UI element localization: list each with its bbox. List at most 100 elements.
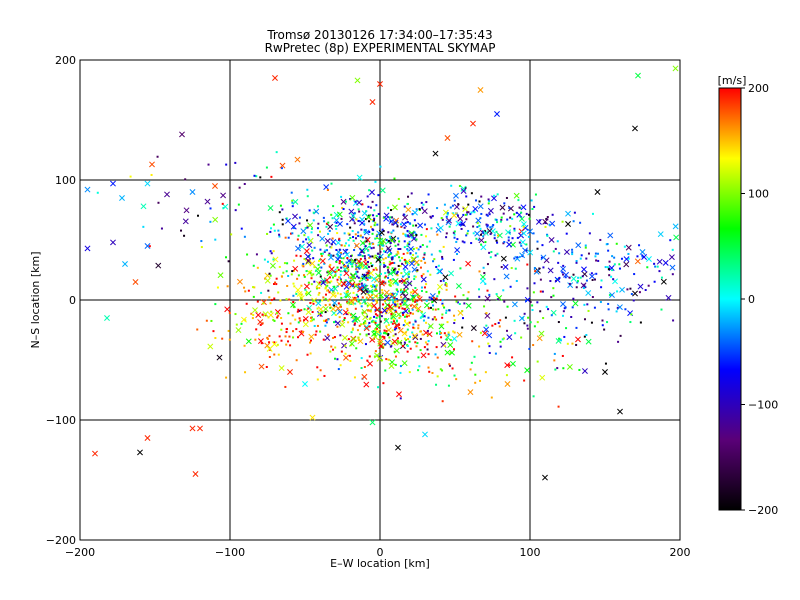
scatter-dot	[394, 325, 397, 328]
scatter-dot	[356, 329, 359, 332]
scatter-dot	[375, 204, 378, 207]
scatter-dot	[243, 235, 246, 238]
scatter-dot	[441, 316, 444, 319]
scatter-dot	[335, 221, 338, 224]
scatter-dot	[278, 233, 281, 236]
scatter-dot	[575, 261, 578, 264]
scatter-cross	[207, 343, 214, 350]
scatter-dot	[541, 244, 544, 247]
scatter-dot	[579, 276, 582, 279]
scatter-cross	[309, 414, 316, 421]
scatter-dot	[486, 224, 489, 227]
scatter-dot	[464, 213, 467, 216]
scatter-dot	[411, 308, 414, 311]
scatter-dot	[345, 313, 348, 316]
scatter-cross	[475, 217, 482, 224]
scatter-dot	[227, 329, 230, 332]
scatter-dot	[216, 286, 219, 289]
scatter-dot	[428, 240, 431, 243]
scatter-dot	[541, 290, 544, 293]
scatter-cross	[319, 235, 326, 242]
scatter-cross	[565, 210, 571, 217]
scatter-dot	[636, 255, 639, 258]
scatter-dot	[526, 287, 529, 290]
scatter-dot	[557, 261, 560, 264]
scatter-dot	[412, 300, 415, 303]
scatter-dot	[615, 310, 618, 313]
scatter-dot	[391, 267, 394, 270]
scatter-dot	[184, 178, 187, 181]
scatter-cross	[668, 254, 675, 261]
scatter-dot	[330, 213, 333, 216]
scatter-dot	[422, 203, 425, 206]
scatter-dot	[379, 165, 382, 168]
scatter-dot	[376, 314, 379, 317]
scatter-dot	[395, 310, 398, 313]
scatter-dot	[319, 275, 322, 278]
scatter-cross	[510, 360, 516, 367]
scatter-dot	[407, 235, 410, 238]
scatter-cross	[183, 207, 190, 214]
scatter-dot	[630, 313, 633, 316]
scatter-dot	[366, 195, 369, 198]
scatter-dot	[270, 175, 273, 178]
scatter-dot	[576, 280, 579, 283]
scatter-cross	[484, 295, 491, 302]
scatter-dot	[397, 252, 400, 255]
scatter-dot	[432, 296, 435, 299]
scatter-dot	[607, 268, 610, 271]
scatter-dot	[453, 236, 456, 239]
scatter-dot	[292, 282, 295, 285]
scatter-cross	[372, 333, 379, 340]
scatter-dot	[557, 321, 560, 324]
scatter-dot	[371, 255, 374, 258]
scatter-dot	[406, 277, 409, 280]
scatter-cross	[348, 340, 355, 347]
scatter-cross	[520, 204, 527, 211]
scatter-dot	[381, 359, 384, 362]
scatter-cross	[179, 131, 185, 138]
scatter-cross	[279, 162, 286, 169]
scatter-dot	[338, 238, 341, 241]
scatter-dot	[280, 322, 283, 325]
scatter-dot	[435, 318, 438, 321]
scatter-cross	[617, 408, 623, 415]
scatter-dot	[346, 290, 349, 293]
scatter-dot	[445, 288, 448, 291]
scatter-dot	[324, 324, 327, 327]
scatter-dot	[319, 314, 322, 317]
scatter-dot	[256, 266, 259, 269]
scatter-dot	[403, 246, 406, 249]
scatter-dot	[506, 218, 509, 221]
scatter-dot	[339, 273, 342, 276]
scatter-dot	[427, 193, 430, 196]
scatter-dot	[331, 217, 334, 220]
scatter-dot	[400, 288, 403, 291]
scatter-dot	[363, 273, 366, 276]
scatter-cross	[567, 282, 574, 289]
scatter-dot	[613, 256, 616, 259]
scatter-dot	[444, 283, 447, 286]
scatter-dot	[591, 296, 594, 299]
scatter-dot	[183, 234, 186, 237]
scatter-dot	[284, 236, 287, 239]
scatter-dot	[484, 241, 487, 244]
scatter-dot	[397, 197, 400, 200]
scatter-dot	[426, 343, 429, 346]
scatter-dot	[367, 333, 370, 336]
scatter-dot	[572, 220, 575, 223]
scatter-dot	[409, 347, 412, 350]
scatter-cross	[308, 333, 315, 340]
scatter-dot	[413, 275, 416, 278]
scatter-dot	[341, 206, 344, 209]
scatter-dot	[343, 263, 346, 266]
scatter-dot	[437, 223, 440, 226]
scatter-dot	[606, 321, 609, 324]
scatter-cross	[645, 256, 652, 262]
scatter-cross	[356, 199, 363, 206]
scatter-dot	[420, 286, 423, 289]
scatter-cross	[336, 308, 343, 315]
scatter-dot	[458, 223, 461, 226]
scatter-dot	[429, 273, 432, 276]
scatter-dot	[560, 339, 563, 342]
